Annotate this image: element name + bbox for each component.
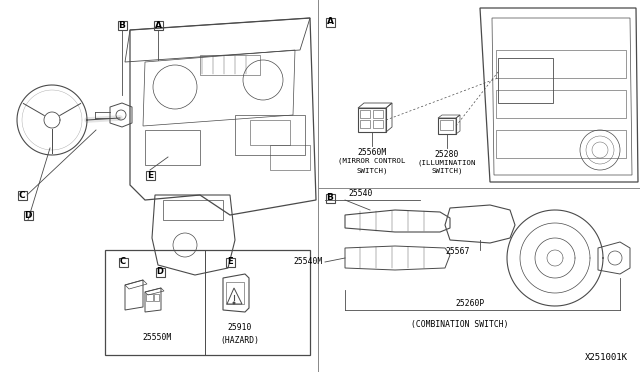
Bar — [200, 55, 260, 75]
Bar — [358, 108, 386, 132]
Bar — [496, 90, 626, 118]
Bar — [373, 120, 383, 128]
Text: 25540: 25540 — [348, 189, 372, 198]
Bar — [373, 110, 383, 118]
Bar — [17, 190, 26, 199]
Bar — [145, 170, 154, 180]
Text: 25550M: 25550M — [142, 334, 172, 343]
Text: B: B — [326, 193, 333, 202]
Circle shape — [233, 302, 235, 304]
Text: 25910: 25910 — [228, 324, 252, 333]
Bar — [496, 50, 626, 78]
Text: SWITCH): SWITCH) — [356, 167, 388, 173]
Bar — [105, 250, 310, 355]
Bar — [496, 130, 626, 158]
Bar — [145, 130, 200, 165]
Bar — [156, 267, 164, 276]
Bar — [226, 282, 244, 304]
Text: 25540M: 25540M — [294, 257, 323, 266]
Text: SWITCH): SWITCH) — [431, 168, 463, 174]
Text: A: A — [326, 17, 333, 26]
Text: (MIRROR CONTROL: (MIRROR CONTROL — [339, 158, 406, 164]
Text: D: D — [157, 267, 163, 276]
Text: 25560M: 25560M — [357, 148, 387, 157]
Text: C: C — [120, 257, 126, 266]
Text: E: E — [227, 257, 233, 266]
Bar — [440, 120, 453, 130]
Text: 25260P: 25260P — [456, 299, 484, 308]
Text: D: D — [24, 211, 32, 219]
Text: (COMBINATION SWITCH): (COMBINATION SWITCH) — [412, 321, 509, 330]
Bar — [498, 58, 553, 103]
Text: X251001K: X251001K — [585, 353, 628, 362]
Text: 25280: 25280 — [435, 150, 459, 159]
Text: B: B — [118, 20, 125, 29]
Bar — [270, 145, 310, 170]
Bar — [118, 257, 127, 266]
Bar — [360, 120, 370, 128]
Bar — [163, 200, 223, 220]
Text: (HAZARD): (HAZARD) — [221, 336, 259, 344]
Bar — [235, 115, 305, 155]
Text: C: C — [19, 190, 26, 199]
Text: 25567: 25567 — [445, 247, 469, 257]
Bar — [438, 118, 456, 134]
Bar — [250, 120, 290, 145]
Bar — [326, 193, 335, 202]
Bar — [154, 20, 163, 29]
Bar — [154, 294, 159, 301]
Bar — [146, 294, 153, 301]
Text: (ILLUMINATION: (ILLUMINATION — [418, 159, 476, 166]
Bar — [118, 20, 127, 29]
Text: E: E — [147, 170, 153, 180]
Bar — [24, 211, 33, 219]
Text: A: A — [154, 20, 161, 29]
Bar — [360, 110, 370, 118]
Bar — [225, 257, 234, 266]
Bar — [326, 17, 335, 26]
